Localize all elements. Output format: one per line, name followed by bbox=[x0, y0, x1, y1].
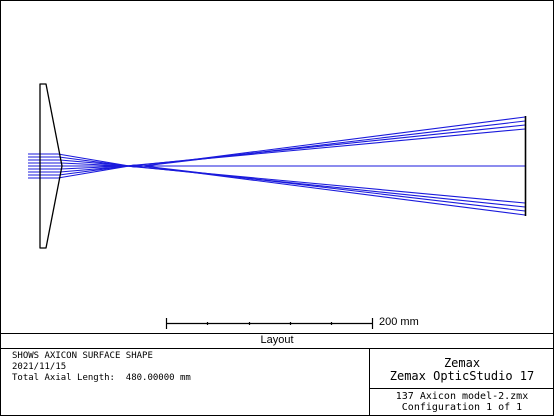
ray bbox=[28, 120, 526, 168]
configuration-text: Configuration 1 of 1 bbox=[401, 402, 523, 413]
panel-title: Layout bbox=[260, 334, 294, 346]
ray bbox=[28, 124, 526, 167]
ray bbox=[28, 128, 526, 167]
ray bbox=[28, 165, 526, 208]
info-block: SHOWS AXICON SURFACE SHAPE 2021/11/15 To… bbox=[12, 351, 191, 384]
file-info: 137 Axicon model-2.zmx Configuration 1 o… bbox=[370, 391, 554, 413]
description-text: SHOWS AXICON SURFACE SHAPE bbox=[12, 351, 153, 361]
ray bbox=[28, 116, 526, 168]
file-name: 137 Axicon model-2.zmx bbox=[395, 391, 529, 402]
product-name: Zemax OpticStudio 17 bbox=[389, 369, 535, 383]
total-axial-length-text: Total Axial Length: 480.00000 mm bbox=[12, 373, 191, 383]
date-text: 2021/11/15 bbox=[12, 362, 67, 372]
axicon-lens bbox=[39, 83, 63, 249]
ray bbox=[28, 164, 526, 216]
company-name: Zemax bbox=[443, 356, 481, 370]
ray bbox=[28, 164, 526, 212]
scale-bar bbox=[165, 318, 374, 329]
scale-bar-label: 200 mm bbox=[379, 316, 419, 328]
ray-bundle bbox=[28, 116, 526, 216]
ray bbox=[28, 165, 526, 204]
